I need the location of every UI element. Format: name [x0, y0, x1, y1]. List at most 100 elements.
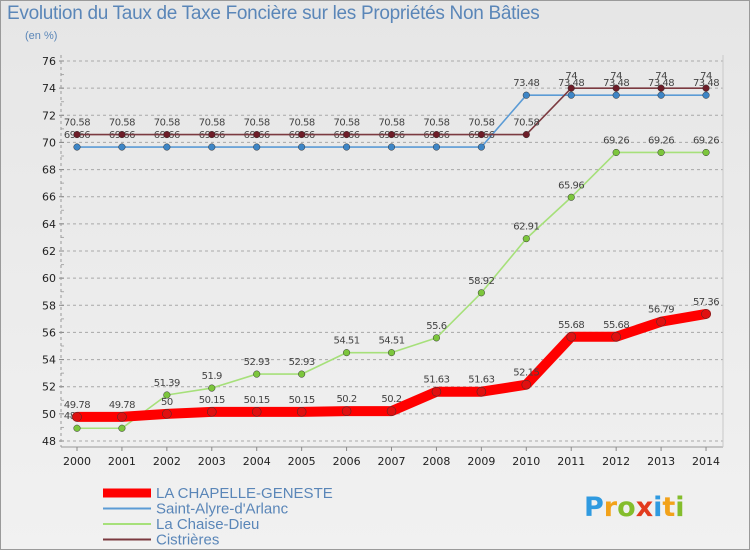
y-tick-label: 50	[42, 408, 56, 421]
y-tick-label: 72	[42, 109, 56, 122]
data-point	[566, 332, 576, 342]
data-point	[522, 91, 530, 99]
data-point	[567, 91, 575, 99]
data-label: 70.58	[378, 118, 404, 129]
data-label: 57.36	[693, 297, 719, 308]
data-point	[208, 143, 216, 151]
data-label: 70.58	[109, 118, 135, 129]
data-point	[477, 143, 485, 151]
y-tick-label: 74	[42, 82, 56, 95]
data-point	[657, 91, 665, 99]
data-point	[611, 332, 621, 342]
data-point	[432, 334, 440, 342]
data-point	[118, 131, 126, 139]
x-tick-label: 2012	[602, 455, 630, 468]
data-point	[296, 407, 307, 417]
y-tick-label: 54	[42, 354, 56, 367]
data-label: 70.58	[289, 118, 315, 129]
data-label: 74	[655, 71, 667, 82]
data-point	[343, 131, 351, 139]
data-point	[387, 131, 396, 139]
data-label: 51.39	[154, 378, 180, 389]
data-point	[387, 143, 396, 151]
data-label: 70.58	[513, 118, 539, 129]
series-0: 49.78 49.78 50 50.15 50.15 50.15 50.2 50.2 51.63…	[64, 297, 720, 422]
data-point	[431, 386, 442, 397]
data-label: 69.26	[603, 135, 629, 146]
data-point	[73, 131, 81, 139]
data-label: 52.15	[513, 368, 539, 379]
data-point	[656, 316, 666, 327]
y-tick-label: 62	[42, 245, 56, 258]
data-point	[251, 407, 262, 417]
data-point	[702, 91, 710, 99]
data-point	[522, 131, 530, 139]
legend-label: LA CHAPELLE-GENESTE	[156, 485, 333, 502]
data-label: 55.68	[558, 320, 584, 331]
data-point	[343, 143, 351, 151]
y-tick-label: 68	[42, 164, 56, 177]
data-point	[298, 370, 306, 378]
logo-text: Proxiti	[584, 492, 685, 523]
chart-title: Evolution du Taux de Taxe Foncière sur l…	[7, 3, 540, 24]
data-point	[253, 143, 261, 151]
data-label: 74	[565, 71, 577, 82]
data-label: 73.48	[648, 78, 674, 89]
y-tick-label: 52	[42, 381, 56, 394]
x-tick-label: 2006	[333, 455, 361, 468]
data-label: 55.6	[426, 321, 446, 332]
data-label: 50.2	[381, 394, 401, 405]
x-tick-label: 2013	[647, 455, 675, 468]
x-tick-label: 2009	[467, 455, 495, 468]
data-point	[701, 309, 711, 319]
data-label: 54.51	[378, 336, 404, 347]
legend-label: Saint-Alyre-d'Arlanc	[156, 501, 289, 518]
data-point	[73, 143, 81, 151]
data-point	[298, 143, 306, 151]
data-point	[163, 391, 171, 399]
data-label: 69.26	[693, 135, 719, 146]
data-point	[208, 384, 216, 392]
data-label: 62.91	[513, 222, 539, 233]
data-label: 58.92	[468, 276, 494, 287]
data-label: 54.51	[334, 336, 360, 347]
data-label: 49.78	[109, 400, 135, 411]
x-tick-label: 2011	[557, 455, 585, 468]
data-label: 49.78	[64, 400, 90, 411]
legend-label: La Chaise-Dieu	[156, 516, 259, 533]
y-tick-label: 76	[42, 55, 56, 68]
data-label: 70.58	[199, 118, 225, 129]
data-point	[567, 84, 575, 92]
legend-label: Cistrières	[156, 532, 219, 549]
data-label: 70.58	[64, 118, 90, 129]
data-label: 55.68	[603, 320, 629, 331]
data-point	[432, 143, 440, 151]
data-point	[341, 406, 352, 416]
data-label: 51.63	[468, 375, 494, 386]
data-label: 73.48	[513, 78, 539, 89]
data-label: 52.93	[244, 357, 270, 368]
data-label: 73.48	[558, 78, 584, 89]
data-point	[253, 370, 261, 378]
data-point	[521, 379, 532, 390]
y-tick-label: 56	[42, 326, 56, 339]
data-label: 70.58	[468, 118, 494, 129]
y-tick-label: 70	[42, 136, 56, 149]
data-label: 51.63	[423, 375, 449, 386]
axes: 48 50 52 54 56 58 60 62 64 66 68 70 72 74 76 2000 2001 20…	[42, 55, 724, 468]
data-point	[476, 386, 487, 397]
data-label: 56.79	[648, 305, 674, 316]
data-label: 52.93	[289, 357, 315, 368]
data-point	[612, 84, 620, 92]
data-point	[298, 131, 306, 139]
data-point	[73, 424, 81, 432]
legend: LA CHAPELLE-GENESTESaint-Alyre-d'ArlancL…	[103, 485, 333, 549]
data-point	[702, 84, 710, 92]
data-label: 73.48	[693, 78, 719, 89]
y-tick-label: 48	[42, 435, 56, 448]
data-label: 51.9	[202, 371, 222, 382]
x-tick-label: 2010	[512, 455, 540, 468]
proxiti-logo: Proxiti	[584, 492, 685, 523]
y-tick-label: 64	[42, 218, 56, 231]
data-point	[612, 91, 620, 99]
